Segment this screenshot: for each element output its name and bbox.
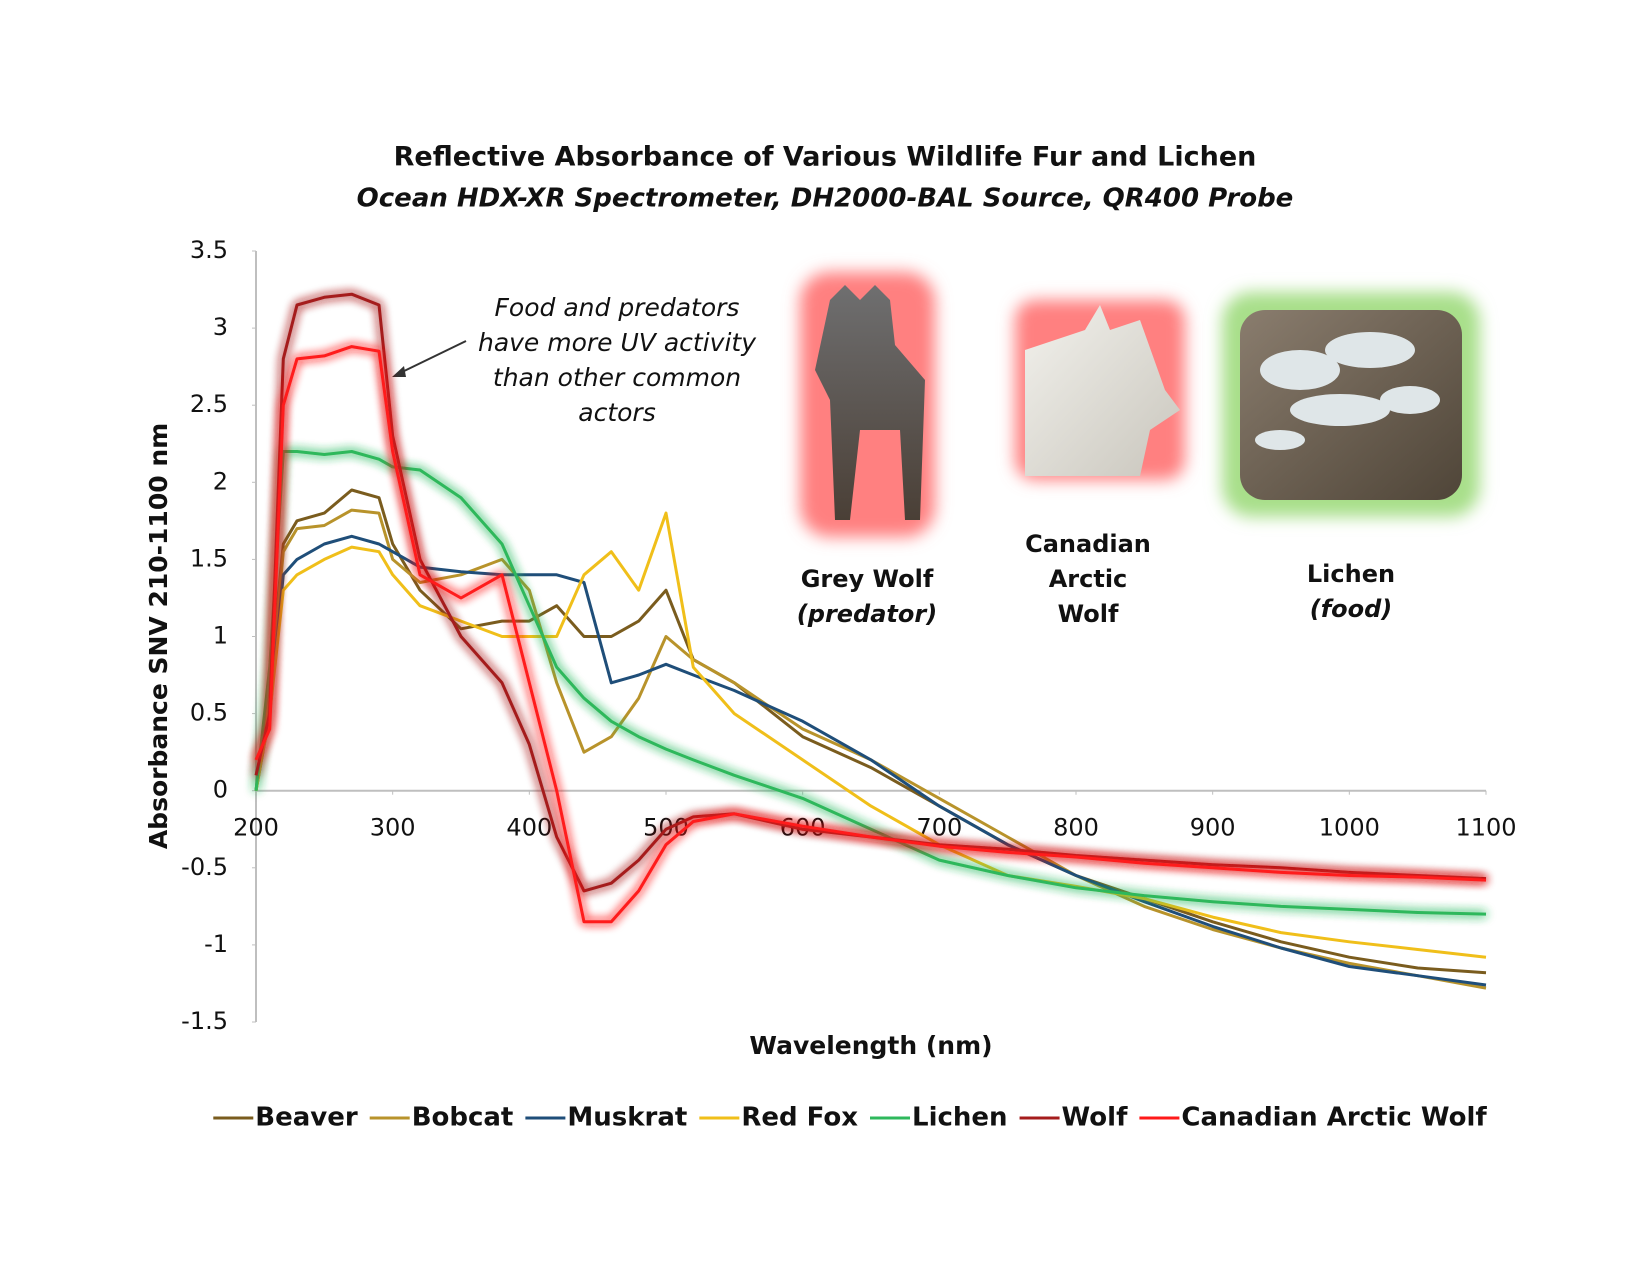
y-tick-label: 3.5 — [190, 236, 228, 264]
legend-label: Muskrat — [567, 1103, 687, 1133]
y-tick-label: 0.5 — [190, 699, 228, 727]
legend-label: Beaver — [255, 1103, 358, 1133]
y-tick-label: -1.5 — [181, 1007, 228, 1035]
legend-label: Bobcat — [412, 1103, 514, 1133]
y-tick-label: 0 — [213, 776, 228, 804]
annotation-arrow — [399, 340, 467, 374]
series-line — [254, 508, 1487, 990]
legend-label: Wolf — [1062, 1103, 1129, 1133]
series-line — [254, 534, 1487, 987]
picture-label: Wolf — [1058, 600, 1119, 628]
x-tick-label: 300 — [370, 814, 416, 842]
legend-label: Canadian Arctic Wolf — [1181, 1103, 1487, 1133]
x-axis-title: Wavelength (nm) — [749, 1031, 992, 1060]
x-tick-label: 1000 — [1319, 814, 1380, 842]
y-tick-label: -0.5 — [181, 853, 228, 881]
arrow-head — [392, 366, 406, 377]
x-tick-label: 800 — [1053, 814, 1099, 842]
annotation: Food and predators — [495, 293, 740, 322]
y-tick-label: 2 — [213, 467, 228, 495]
x-tick-label: 400 — [506, 814, 552, 842]
annotation: actors — [578, 398, 655, 427]
y-tick-label: 1 — [213, 622, 228, 650]
picture-label: (predator) — [797, 600, 937, 628]
series-line — [254, 345, 1487, 924]
y-tick-label: 2.5 — [190, 390, 228, 418]
annotation: have more UV activity — [478, 328, 757, 357]
chart-subtitle: Ocean HDX-XR Spectrometer, DH2000-BAL So… — [357, 184, 1294, 214]
series-line — [254, 450, 1487, 916]
picture-label: Lichen — [1307, 560, 1395, 588]
picture-decor — [392, 272, 1480, 537]
y-tick-label: -1 — [204, 930, 228, 958]
series-line — [254, 292, 1487, 893]
annotation: than other common — [493, 363, 741, 392]
picture-label: Arctic — [1049, 565, 1128, 593]
arctic-wolf-photo — [1025, 305, 1180, 476]
series-line — [254, 488, 1487, 975]
picture-label: Grey Wolf — [801, 565, 934, 593]
grey-wolf-photo — [815, 285, 925, 520]
y-tick-label: 1.5 — [190, 544, 228, 572]
y-tick-label: 3 — [213, 313, 228, 341]
x-tick-label: 700 — [916, 814, 962, 842]
series-line — [254, 511, 1487, 959]
x-tick-label: 1100 — [1455, 814, 1516, 842]
x-tick-label: 900 — [1190, 814, 1236, 842]
legend-label: Red Fox — [741, 1103, 858, 1133]
lichen-patches — [1255, 332, 1440, 450]
y-axis-title: Absorbance SNV 210-1100 nm — [144, 423, 173, 849]
picture-label: (food) — [1310, 595, 1393, 623]
x-tick-label: 200 — [233, 814, 279, 842]
legend-label: Lichen — [912, 1103, 1008, 1133]
picture-label: Canadian — [1025, 530, 1151, 558]
chart-title: Reflective Absorbance of Various Wildlif… — [394, 142, 1257, 173]
